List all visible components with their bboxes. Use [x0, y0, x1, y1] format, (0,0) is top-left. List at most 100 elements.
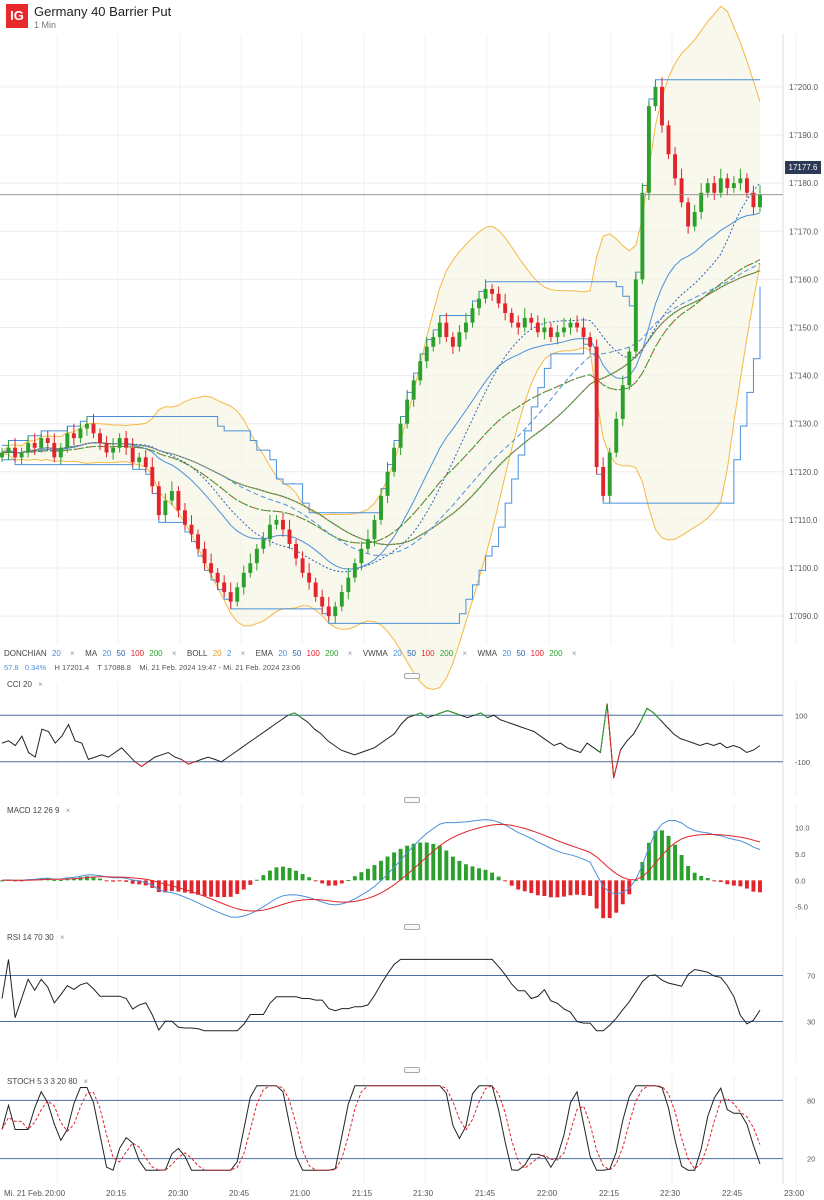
- macd-histogram-bar: [686, 865, 691, 881]
- y-tick-label: 17120.0: [789, 468, 818, 477]
- candle-body: [477, 298, 481, 309]
- stoch-d-line: [1, 1085, 761, 1171]
- resize-handle[interactable]: [404, 1067, 420, 1073]
- close-icon[interactable]: ×: [70, 649, 75, 658]
- close-icon[interactable]: ×: [171, 649, 177, 658]
- candle-body: [725, 178, 730, 188]
- legend-vwma[interactable]: VWMA 20 50 100 200 ×: [363, 649, 475, 658]
- legend-param: 20: [51, 649, 61, 658]
- cci-panel-label[interactable]: CCI 20 ×: [7, 680, 43, 689]
- close-icon[interactable]: ×: [571, 649, 577, 658]
- cci-params: 20: [23, 680, 32, 689]
- candle-body: [509, 313, 514, 323]
- candle-body: [98, 433, 102, 443]
- candle-body: [699, 192, 704, 213]
- close-icon[interactable]: ×: [59, 933, 65, 942]
- x-tick-label: Mi. 21 Feb.: [4, 1189, 45, 1198]
- candle-body: [457, 332, 462, 347]
- macd-histogram-bar: [339, 880, 344, 884]
- x-tick-label: 20:45: [229, 1189, 250, 1198]
- macd-histogram-bar: [581, 880, 586, 896]
- legend-param: 20: [392, 649, 402, 658]
- candle-body: [529, 317, 534, 323]
- resize-handle[interactable]: [404, 797, 420, 803]
- macd-histogram-bar: [398, 848, 403, 881]
- close-icon[interactable]: ×: [462, 649, 468, 658]
- candle-body: [189, 524, 194, 535]
- macd-histogram-bar: [496, 876, 501, 881]
- macd-histogram-bar: [679, 855, 684, 881]
- macd-histogram-bar: [699, 876, 704, 881]
- candle-body: [209, 563, 214, 573]
- cci-level-label: 100: [795, 711, 808, 720]
- macd-histogram-bar: [418, 842, 423, 881]
- candle-body: [307, 572, 312, 583]
- candle-body: [117, 438, 122, 448]
- candle-body: [254, 548, 259, 564]
- macd-histogram-bar: [666, 835, 671, 881]
- candle-body: [169, 491, 174, 501]
- y-tick-label: 17170.0: [789, 227, 818, 236]
- candle-body: [26, 442, 31, 453]
- macd-histogram-bar: [163, 880, 168, 893]
- candle-body: [313, 582, 318, 597]
- macd-histogram-bar: [274, 867, 279, 881]
- macd-histogram-bar: [117, 880, 122, 882]
- candle-body: [294, 543, 299, 559]
- ig-logo: IG: [6, 4, 28, 28]
- resize-handle[interactable]: [404, 924, 420, 930]
- legend-name: WMA: [477, 649, 498, 658]
- close-icon[interactable]: ×: [347, 649, 353, 658]
- macd-histogram-bar: [333, 880, 338, 886]
- instrument-title[interactable]: Germany 40 Barrier Put: [34, 4, 172, 19]
- date-range: Mi. 21 Feb. 2024 19:47 - Mi. 21 Feb. 202…: [139, 663, 301, 672]
- macd-histogram-bar: [509, 880, 514, 886]
- candle-body: [588, 337, 593, 347]
- macd-histogram-bar: [542, 880, 547, 896]
- ema-200: [1, 259, 761, 544]
- legend-param: 200: [149, 649, 163, 658]
- candle-body: [731, 183, 736, 188]
- legend-ema[interactable]: EMA 20 50 100 200 ×: [256, 649, 360, 658]
- close-icon[interactable]: ×: [65, 806, 71, 815]
- legend-donchian[interactable]: DONCHIAN 20 ×: [4, 649, 82, 658]
- macd-histogram-bar: [372, 865, 377, 881]
- candle-body: [215, 572, 220, 583]
- legend-boll[interactable]: BOLL 20 2 ×: [187, 649, 253, 658]
- macd-histogram-bar: [52, 879, 57, 881]
- candle-body: [39, 438, 44, 448]
- stoch-panel-label[interactable]: STOCH 5 3 3 20 80 ×: [7, 1077, 88, 1086]
- bollinger-fill: [2, 6, 760, 690]
- macd-panel-label[interactable]: MACD 12 26 9 ×: [7, 806, 70, 815]
- candle-body: [300, 558, 305, 573]
- macd-histogram-bar: [633, 879, 638, 881]
- interval-label[interactable]: 1 Min: [34, 20, 57, 30]
- legend-ma[interactable]: MA 20 50 100 200 ×: [85, 649, 184, 658]
- candle-body: [496, 293, 501, 304]
- high-value: H 17201.4: [54, 663, 90, 672]
- close-icon[interactable]: ×: [38, 680, 43, 689]
- macd-histogram-bar: [568, 880, 573, 896]
- macd-histogram-bar: [601, 880, 606, 919]
- y-tick-label: 17200.0: [789, 83, 818, 92]
- macd-histogram-bar: [529, 880, 534, 894]
- candle-body: [58, 447, 63, 458]
- cci-oversold-segment: [134, 703, 621, 779]
- candle-body: [202, 548, 207, 564]
- close-icon[interactable]: ×: [83, 1077, 89, 1086]
- bollinger-lower: [1, 263, 761, 691]
- macd-histogram-bar: [267, 870, 272, 881]
- macd-histogram-bar: [477, 868, 481, 881]
- legend-param: 50: [516, 649, 526, 658]
- resize-handle[interactable]: [404, 673, 420, 679]
- macd-histogram-bar: [751, 880, 756, 892]
- rsi-params: 14 70 30: [22, 933, 54, 942]
- rsi-panel-label[interactable]: RSI 14 70 30 ×: [7, 933, 65, 942]
- x-tick-label: 22:15: [599, 1189, 620, 1198]
- macd-histogram-bar: [215, 880, 220, 898]
- stoch-k-line: [1, 1085, 761, 1171]
- macd-histogram-bar: [450, 856, 455, 881]
- legend-wma[interactable]: WMA 20 50 100 200 ×: [478, 649, 584, 658]
- close-icon[interactable]: ×: [240, 649, 246, 658]
